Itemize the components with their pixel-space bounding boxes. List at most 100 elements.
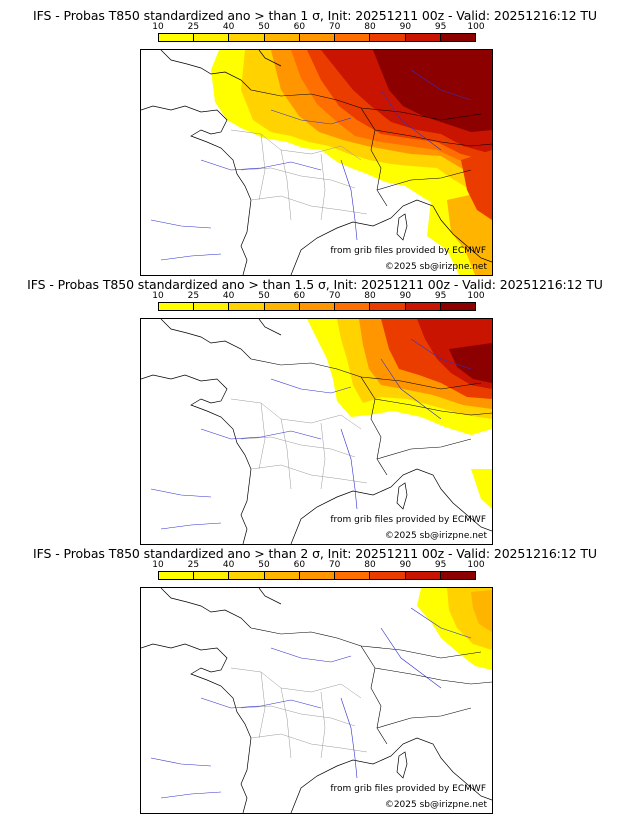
colorbar: [158, 302, 476, 311]
colorbar: [158, 571, 476, 580]
colorbar-labels: 10 25 40 50 60 70 80 90 95 100: [152, 22, 484, 32]
country-borders: [250, 89, 492, 207]
colorbar-segment: [159, 572, 195, 579]
map-panel-2: IFS - Probas T850 standardized ano > tha…: [0, 277, 630, 546]
coastline-med: [290, 737, 492, 813]
region-borders: [230, 667, 368, 759]
corsica: [396, 213, 408, 241]
panel-title: IFS - Probas T850 standardized ano > tha…: [33, 546, 597, 561]
credit-copyright: ©2025 sb@irizpne.net: [384, 531, 487, 541]
colorbar-segment: [229, 303, 265, 310]
country-borders: [250, 627, 492, 745]
colorbar-tick-label: 60: [293, 560, 306, 570]
coastline-north: [160, 319, 282, 360]
colorbar-tick-label: 95: [434, 560, 447, 570]
corsica: [396, 482, 408, 510]
colorbar-tick-label: 70: [328, 291, 341, 301]
colorbar-segment: [299, 303, 336, 310]
coastline-north: [160, 50, 282, 91]
colorbar-tick-label: 90: [399, 560, 412, 570]
colorbar-segment: [229, 572, 265, 579]
credit-copyright: ©2025 sb@irizpne.net: [384, 800, 487, 810]
geography: [141, 588, 492, 813]
prob-band-80-east: [461, 150, 492, 220]
colorbar-segment: [299, 572, 336, 579]
colorbar-tick-label: 60: [293, 22, 306, 32]
geography: [141, 50, 492, 275]
coastline-north: [160, 588, 282, 629]
prob-band-10-east: [471, 469, 492, 509]
colorbar-segment: [370, 303, 406, 310]
colorbar-segment: [264, 34, 300, 41]
colorbar-segment: [159, 303, 195, 310]
panel-title: IFS - Probas T850 standardized ano > tha…: [27, 277, 603, 292]
map-panel-1: IFS - Probas T850 standardized ano > tha…: [0, 8, 630, 277]
map-panel-3: IFS - Probas T850 standardized ano > tha…: [0, 546, 630, 815]
coastline: [141, 105, 252, 275]
colorbar-segment: [194, 34, 230, 41]
colorbar-tick-label: 50: [258, 560, 270, 570]
colorbar-tick-label: 40: [222, 291, 235, 301]
probability-map: from grib files provided by ECMWF ©2025 …: [140, 49, 493, 276]
prob-band-60: [471, 590, 492, 632]
colorbar-tick-label: 80: [364, 291, 376, 301]
colorbar-segment: [335, 572, 371, 579]
colorbar-segment: [229, 34, 265, 41]
colorbar-tick-label: 60: [293, 291, 306, 301]
probability-map: from grib files provided by ECMWF ©2025 …: [140, 587, 493, 814]
coastline: [141, 374, 252, 544]
colorbar-tick-label: 10: [152, 291, 164, 301]
colorbar-tick-label: 100: [467, 560, 485, 570]
colorbar-tick-label: 10: [152, 22, 164, 32]
colorbar-segment: [440, 34, 475, 41]
rivers: [150, 607, 472, 799]
colorbar-segment: [264, 572, 300, 579]
colorbar-tick-label: 50: [258, 291, 270, 301]
map-svg: [141, 50, 492, 275]
region-borders: [230, 129, 368, 221]
corsica: [396, 751, 408, 779]
colorbar-tick-label: 70: [328, 22, 341, 32]
colorbar: [158, 33, 476, 42]
colorbar-tick-label: 40: [222, 22, 235, 32]
colorbar-segment: [299, 34, 336, 41]
region-borders: [230, 398, 368, 490]
rivers: [150, 69, 472, 261]
colorbar-tick-label: 80: [364, 22, 376, 32]
credit-source: from grib files provided by ECMWF: [330, 246, 486, 256]
prob-band-95: [373, 50, 492, 132]
colorbar-segment: [264, 303, 300, 310]
colorbar-segment: [405, 34, 441, 41]
probability-field: [417, 588, 492, 670]
colorbar-segment: [335, 34, 371, 41]
colorbar-tick-label: 90: [399, 22, 412, 32]
colorbar-segment: [405, 572, 441, 579]
credit-source: from grib files provided by ECMWF: [330, 515, 486, 525]
colorbar-tick-label: 80: [364, 560, 376, 570]
colorbar-tick-label: 25: [187, 560, 200, 570]
colorbar-labels: 10 25 40 50 60 70 80 90 95 100: [152, 560, 484, 570]
coastline-med: [290, 199, 492, 275]
colorbar-segment: [335, 303, 371, 310]
colorbar-segment: [370, 34, 406, 41]
colorbar-segment: [405, 303, 441, 310]
map-svg: [141, 588, 492, 813]
colorbar-segment: [194, 572, 230, 579]
probability-field: [211, 50, 492, 275]
colorbar-segment: [159, 34, 195, 41]
geography: [141, 319, 492, 544]
colorbar-tick-label: 25: [187, 22, 200, 32]
colorbar-tick-label: 95: [434, 291, 447, 301]
colorbar-tick-label: 90: [399, 291, 412, 301]
coastline-med: [290, 468, 492, 544]
country-borders: [250, 358, 492, 476]
prob-band-95: [449, 343, 492, 383]
credit-copyright: ©2025 sb@irizpne.net: [384, 262, 487, 272]
colorbar-tick-label: 10: [152, 560, 164, 570]
colorbar-tick-label: 100: [467, 291, 485, 301]
colorbar-tick-label: 100: [467, 22, 485, 32]
colorbar-labels: 10 25 40 50 60 70 80 90 95 100: [152, 291, 484, 301]
colorbar-segment: [370, 572, 406, 579]
probability-map: from grib files provided by ECMWF ©2025 …: [140, 318, 493, 545]
colorbar-tick-label: 40: [222, 560, 235, 570]
